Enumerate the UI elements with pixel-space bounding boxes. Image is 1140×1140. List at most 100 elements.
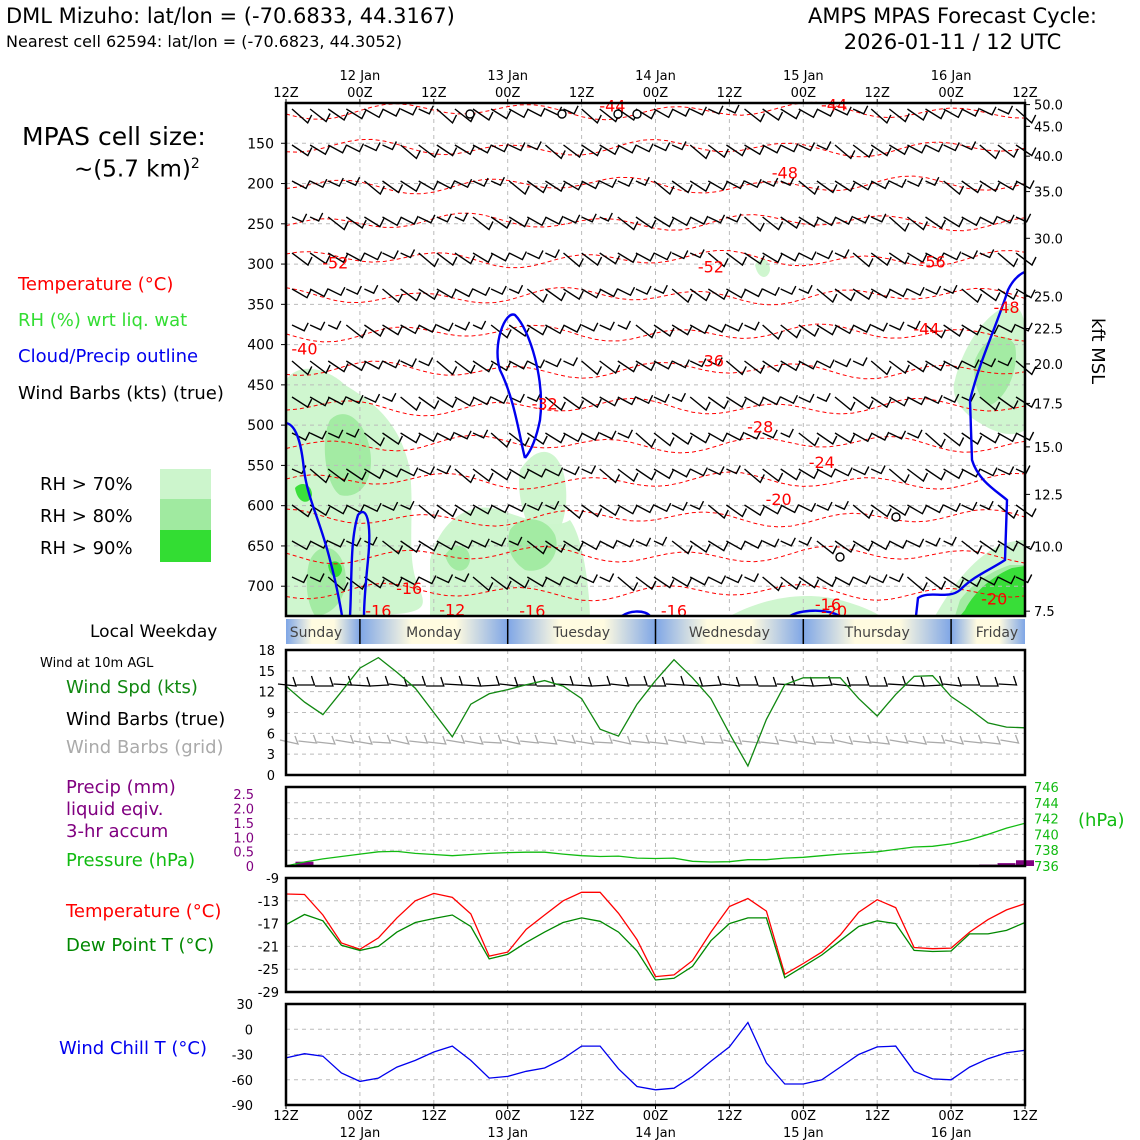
wind-barb-true <box>980 676 999 687</box>
wind-barb <box>961 501 978 512</box>
wind-barb <box>1015 180 1035 190</box>
wind-barb <box>472 286 491 297</box>
calm-wind-marker <box>613 109 623 119</box>
wind-barb <box>327 429 344 439</box>
wind-barb <box>707 214 726 224</box>
wind-barb <box>671 359 690 369</box>
wind-barb <box>454 468 476 484</box>
wind-barb <box>327 108 349 122</box>
wind-barb <box>291 180 311 190</box>
wind-barb <box>707 252 729 268</box>
wind-barb-grid <box>649 735 669 745</box>
wind-barb-true <box>499 676 519 687</box>
pressure-line <box>285 822 1026 867</box>
wind-barb <box>617 429 634 439</box>
wind-barb <box>345 143 365 153</box>
windchill-panel: -90 -60 -30 0 30 12Z 00Z 12 Jan 12Z 00Z 13 Jan 12Z 0… <box>232 998 1038 1140</box>
wind-barb <box>816 432 838 446</box>
wind-barb <box>291 360 313 376</box>
wind-barb-true <box>758 676 778 687</box>
wind-barb <box>291 108 313 125</box>
isotherm-label: -48 <box>772 163 798 182</box>
wind-barb <box>925 108 946 120</box>
wind-barb <box>309 108 331 123</box>
bottom-date-label: 12 Jan <box>340 1126 381 1140</box>
wind-barb <box>744 321 760 331</box>
wind-barb <box>454 430 472 440</box>
local-weekday-label: Local Weekday <box>90 622 218 642</box>
wind-barb <box>599 321 615 331</box>
wind-barb <box>762 177 779 188</box>
wind-barb <box>834 180 856 193</box>
wind-barb <box>472 216 494 231</box>
legend-rh80: RH > 80% <box>40 506 133 527</box>
wind-barb <box>635 324 657 339</box>
pressure-tick-label: 746 <box>1034 781 1059 796</box>
wind-barb <box>526 180 548 194</box>
wind-barb <box>545 540 566 554</box>
wind-barb <box>490 285 507 296</box>
wind-barb <box>707 180 728 191</box>
wind-barb <box>744 396 765 407</box>
wind-y-tick-label: 3 <box>267 748 275 763</box>
wind-barb <box>364 536 378 546</box>
wind-barb <box>707 323 727 333</box>
bottom-time-label: 12Z <box>569 1109 595 1124</box>
wind-barb <box>490 108 512 120</box>
wind-barb <box>400 432 421 444</box>
wind-barb <box>418 214 436 224</box>
wind-barb <box>400 215 419 225</box>
wind-barb <box>852 288 874 301</box>
wind-barb <box>798 284 813 295</box>
kft-tick-label: 7.5 <box>1034 605 1055 620</box>
wind-barb <box>943 216 964 228</box>
wind-barb <box>671 501 688 512</box>
wind-barb <box>961 141 977 151</box>
wind-barb <box>635 504 655 514</box>
wind-barb <box>798 536 813 546</box>
forecast-cycle-value: 2026-01-11 / 12 UTC <box>843 30 1062 54</box>
temp-y-tick-label: -17 <box>258 918 279 933</box>
wind-barb <box>291 213 308 223</box>
wind-barb <box>689 288 711 302</box>
wind-barb-grid <box>335 734 355 744</box>
wind-barb <box>907 429 923 439</box>
isotherm-label: -44 <box>821 96 847 115</box>
wind-barb <box>907 286 925 297</box>
wind-barb <box>490 394 509 405</box>
isotherm-label: -32 <box>532 394 558 413</box>
wind-barb <box>671 288 693 304</box>
wind-barb <box>979 540 1001 554</box>
wind-barb <box>291 574 309 584</box>
wind-barb-true <box>296 675 316 686</box>
weekday-segment <box>655 619 804 644</box>
wind-barb-grid <box>372 734 392 744</box>
wind-barb <box>382 216 402 227</box>
wind-barb <box>925 576 947 591</box>
wind-barb <box>508 360 529 370</box>
wind-barb <box>472 252 493 264</box>
wind-barb <box>762 324 783 341</box>
wind-barb <box>744 504 765 517</box>
wind-barb <box>816 576 837 588</box>
wind-barb <box>364 360 384 370</box>
bottom-time-label: 00Z <box>791 1109 817 1124</box>
legend-precip-liquid: liquid eqiv. <box>66 799 164 820</box>
wind-barb-true <box>592 675 611 687</box>
wind-barb <box>834 358 852 368</box>
wind-y-tick-label: 0 <box>267 769 275 784</box>
wind-barb <box>364 502 382 513</box>
nearest-cell-subtitle: Nearest cell 62594: lat/lon = (-70.6823,… <box>6 32 402 51</box>
wind-barb <box>979 432 1000 444</box>
wind-barb <box>997 252 1019 268</box>
wind-barb <box>888 144 910 156</box>
wind-barb <box>997 180 1018 191</box>
wind-barb <box>490 432 512 449</box>
wind-barb <box>563 540 584 552</box>
wind-barb-grid <box>594 734 614 744</box>
windchill-y-tick-label: 30 <box>236 998 253 1013</box>
wind-barb <box>798 468 819 480</box>
legend-precip-accum: 3-hr accum <box>66 821 169 842</box>
wind-barb <box>635 143 654 153</box>
wind-barb <box>943 251 962 261</box>
